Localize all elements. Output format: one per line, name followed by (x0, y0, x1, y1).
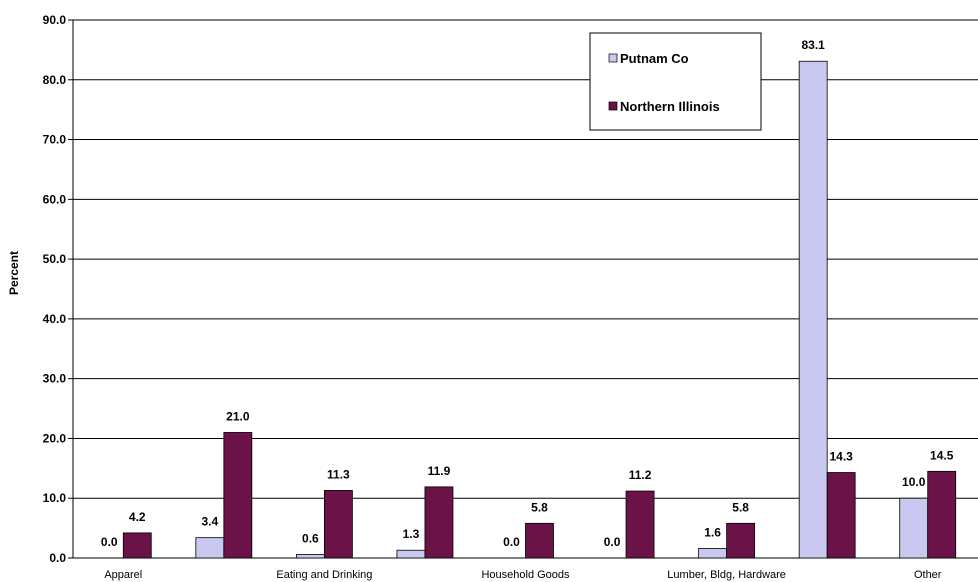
legend: Putnam Co Northern Illinois (589, 32, 762, 131)
data-label: 5.8 (732, 500, 749, 514)
bar-northern-illinois (122, 532, 152, 559)
bar-northern-illinois (927, 470, 957, 559)
y-tick-label: 40.0 (43, 312, 67, 326)
data-label: 1.6 (704, 525, 721, 539)
bars (122, 60, 957, 559)
legend-label-putnam: Putnam Co (620, 51, 689, 66)
data-labels: 0.0 4.2 3.4 21.0 0.6 11.3 1.3 11.9 0.0 5.8 0.0 11.2… (101, 38, 954, 549)
data-label: 3.4 (201, 515, 218, 529)
y-tick-label: 90.0 (43, 13, 67, 27)
y-tick-label: 80.0 (43, 73, 67, 87)
legend-label-northern-illinois: Northern Illinois (620, 99, 720, 114)
x-tick-label: Lumber, Bldg, Hardware (667, 569, 786, 581)
data-label: 21.0 (226, 409, 250, 423)
data-label: 0.0 (101, 535, 118, 549)
x-tick-label: Apparel (104, 569, 142, 581)
x-axis-labels: Apparel Eating and Drinking Household Good… (104, 569, 941, 581)
data-label: 1.3 (403, 527, 420, 541)
y-tick-label: 20.0 (43, 431, 67, 445)
bar-putnam (295, 554, 325, 559)
y-tick-label: 60.0 (43, 192, 67, 206)
x-tick-label: Household Goods (481, 569, 570, 581)
bar-northern-illinois (726, 522, 756, 559)
legend-swatch-northern-illinois (608, 101, 618, 111)
y-tick-label: 30.0 (43, 372, 67, 386)
data-label: 11.2 (629, 468, 652, 482)
bar-putnam (698, 548, 728, 559)
legend-swatch-putnam (608, 53, 618, 63)
bar-putnam (396, 549, 426, 559)
data-label: 11.9 (428, 464, 451, 478)
data-label: 14.5 (930, 448, 954, 462)
x-tick-label: Eating and Drinking (276, 569, 372, 581)
x-tick-label: Other (914, 569, 942, 581)
bar-northern-illinois (424, 486, 454, 559)
bar-putnam (899, 497, 929, 559)
bar-putnam (195, 537, 225, 559)
bar-putnam (798, 60, 828, 559)
data-label: 83.1 (801, 38, 825, 52)
data-label: 5.8 (531, 500, 548, 514)
data-label: 14.3 (829, 450, 853, 464)
y-tick-label: 70.0 (43, 133, 67, 147)
data-label: 0.6 (302, 531, 319, 545)
data-label: 11.3 (327, 467, 350, 481)
y-tick-label: 0.0 (49, 551, 66, 565)
data-label: 4.2 (129, 510, 146, 524)
legend-box (589, 32, 762, 131)
y-tick-label: 10.0 (43, 491, 67, 505)
bar-northern-illinois (323, 490, 353, 559)
bar-northern-illinois (223, 432, 253, 559)
y-axis-ticks: 0.0 10.0 20.0 30.0 40.0 50.0 60.0 70.0 80.0 90.0 (43, 13, 67, 565)
y-tick-label: 50.0 (43, 252, 67, 266)
bar-northern-illinois (826, 472, 856, 559)
data-label: 0.0 (503, 535, 520, 549)
y-axis-title: Percent (7, 251, 21, 295)
data-label: 0.0 (604, 535, 621, 549)
bar-northern-illinois (525, 522, 554, 559)
data-label: 10.0 (902, 475, 926, 489)
bar-northern-illinois (625, 490, 655, 559)
